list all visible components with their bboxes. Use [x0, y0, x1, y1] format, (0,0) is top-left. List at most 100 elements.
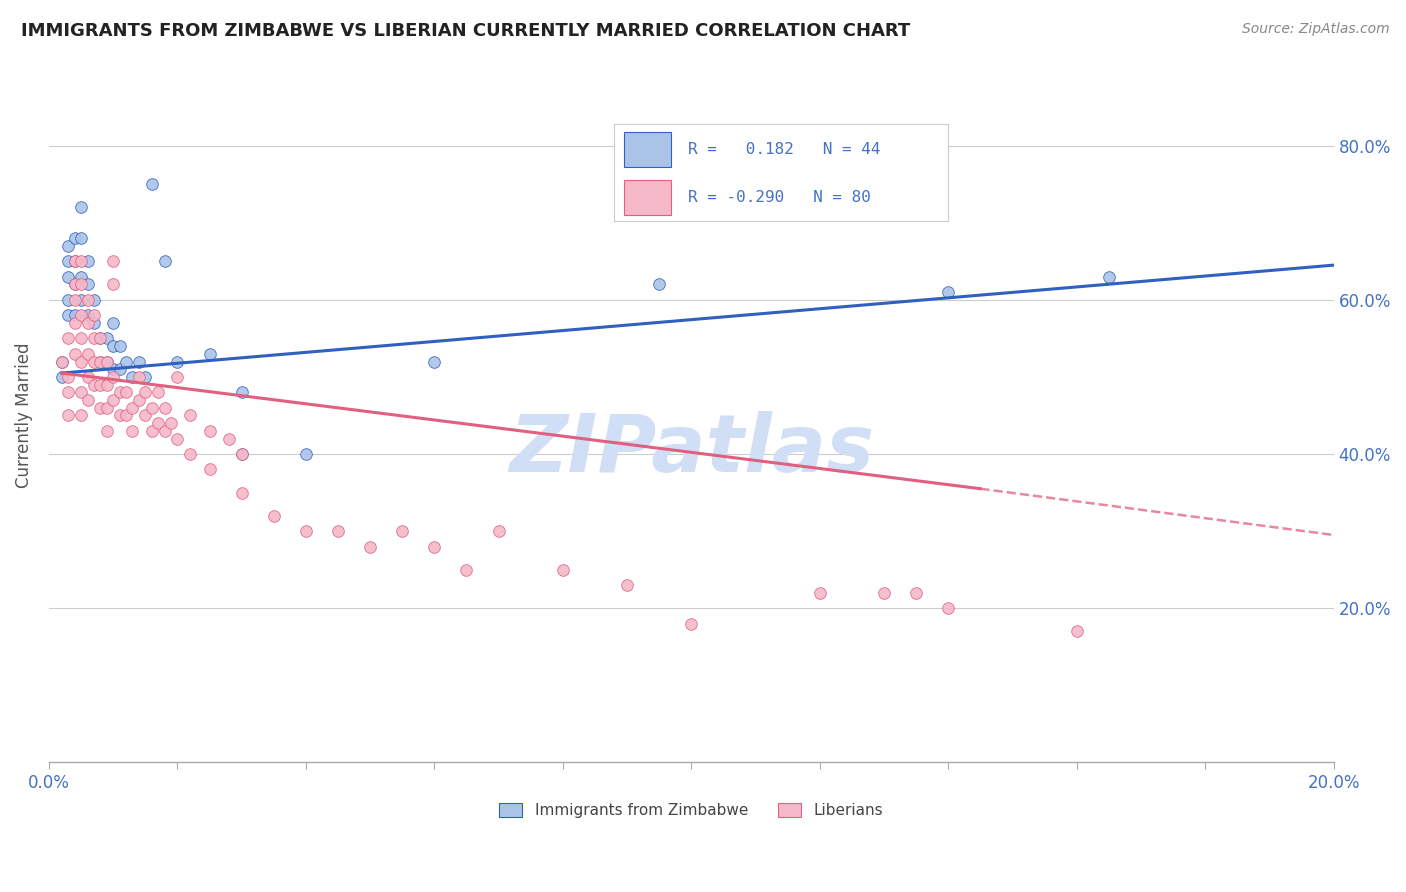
- Y-axis label: Currently Married: Currently Married: [15, 343, 32, 488]
- Point: [89, 354, 111, 368]
- Point: [936, 601, 959, 615]
- Point: [63, 277, 86, 292]
- Point: [326, 524, 349, 538]
- Point: [103, 370, 125, 384]
- Point: [83, 354, 105, 368]
- Point: [108, 409, 131, 423]
- Point: [198, 347, 221, 361]
- Point: [58, 293, 80, 307]
- Point: [128, 370, 150, 384]
- Point: [70, 354, 93, 368]
- Point: [808, 586, 831, 600]
- Point: [63, 277, 86, 292]
- Point: [153, 401, 176, 415]
- Point: [76, 347, 98, 361]
- Point: [103, 392, 125, 407]
- Point: [96, 331, 118, 345]
- Point: [141, 424, 163, 438]
- Point: [63, 316, 86, 330]
- Point: [423, 354, 446, 368]
- Point: [134, 385, 156, 400]
- Point: [96, 377, 118, 392]
- Point: [89, 401, 111, 415]
- Point: [70, 409, 93, 423]
- Point: [391, 524, 413, 538]
- Point: [108, 385, 131, 400]
- Point: [103, 254, 125, 268]
- Point: [681, 616, 703, 631]
- Point: [121, 370, 143, 384]
- Point: [58, 269, 80, 284]
- Point: [488, 524, 510, 538]
- Point: [295, 524, 318, 538]
- Point: [648, 277, 671, 292]
- Point: [166, 370, 188, 384]
- Point: [76, 293, 98, 307]
- Point: [63, 308, 86, 322]
- Point: [166, 432, 188, 446]
- Point: [51, 354, 73, 368]
- Point: [873, 586, 896, 600]
- Point: [179, 447, 201, 461]
- Point: [70, 308, 93, 322]
- Point: [83, 316, 105, 330]
- Point: [63, 254, 86, 268]
- Point: [76, 316, 98, 330]
- Point: [936, 285, 959, 299]
- Point: [58, 308, 80, 322]
- Point: [134, 409, 156, 423]
- Point: [198, 462, 221, 476]
- Point: [70, 385, 93, 400]
- Point: [58, 370, 80, 384]
- Point: [905, 586, 928, 600]
- Point: [83, 377, 105, 392]
- Point: [51, 354, 73, 368]
- Point: [70, 231, 93, 245]
- Point: [76, 254, 98, 268]
- Point: [103, 362, 125, 376]
- Point: [141, 177, 163, 191]
- Point: [103, 316, 125, 330]
- Text: IMMIGRANTS FROM ZIMBABWE VS LIBERIAN CURRENTLY MARRIED CORRELATION CHART: IMMIGRANTS FROM ZIMBABWE VS LIBERIAN CUR…: [21, 22, 910, 40]
- Point: [58, 239, 80, 253]
- Point: [108, 339, 131, 353]
- Point: [89, 331, 111, 345]
- Point: [128, 392, 150, 407]
- Point: [108, 362, 131, 376]
- Point: [96, 424, 118, 438]
- Point: [63, 254, 86, 268]
- Point: [198, 424, 221, 438]
- Point: [76, 277, 98, 292]
- Point: [153, 254, 176, 268]
- Point: [134, 370, 156, 384]
- Point: [58, 409, 80, 423]
- Point: [63, 231, 86, 245]
- Point: [115, 354, 138, 368]
- Text: Source: ZipAtlas.com: Source: ZipAtlas.com: [1241, 22, 1389, 37]
- Point: [551, 563, 574, 577]
- Point: [76, 370, 98, 384]
- Point: [141, 401, 163, 415]
- Point: [76, 392, 98, 407]
- Point: [616, 578, 638, 592]
- Point: [70, 277, 93, 292]
- Point: [146, 385, 169, 400]
- Point: [89, 331, 111, 345]
- Point: [121, 401, 143, 415]
- Point: [58, 254, 80, 268]
- Point: [89, 377, 111, 392]
- Point: [160, 416, 183, 430]
- Point: [115, 409, 138, 423]
- Point: [58, 331, 80, 345]
- Point: [166, 354, 188, 368]
- Text: ZIPatlas: ZIPatlas: [509, 411, 873, 489]
- Point: [231, 447, 253, 461]
- Point: [103, 277, 125, 292]
- Point: [96, 401, 118, 415]
- Point: [76, 308, 98, 322]
- Point: [231, 385, 253, 400]
- Point: [51, 370, 73, 384]
- Point: [115, 385, 138, 400]
- Point: [70, 254, 93, 268]
- Point: [63, 293, 86, 307]
